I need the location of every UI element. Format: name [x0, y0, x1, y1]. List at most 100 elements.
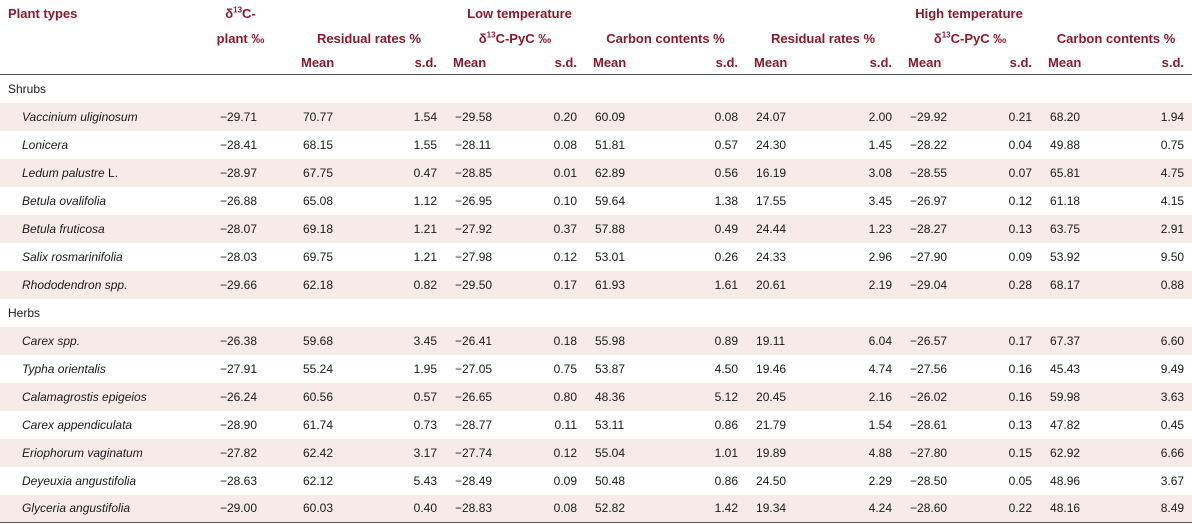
sd-value: 0.89: [670, 326, 747, 355]
table-row: Lonicera −28.41 68.15 1.55 −28.11 0.08 51.81 0.…: [0, 131, 1192, 159]
sd-value: 0.88: [1125, 270, 1192, 299]
sd-value: 0.21: [972, 102, 1041, 131]
mean-value: 69.18: [293, 214, 368, 243]
sd-value: 6.66: [1125, 438, 1192, 467]
delta-plant-value: −26.24: [188, 382, 293, 411]
species-name: Deyeuxia angustifolia: [22, 473, 137, 488]
species-name: Glyceria angustifolia: [0, 494, 188, 523]
mean-value: 70.77: [293, 102, 368, 131]
group-label: Shrubs: [8, 81, 47, 96]
sd-value: 0.09: [553, 473, 577, 488]
header-high-carbon-contents: Carbon contents %: [1056, 30, 1176, 46]
sd-value: 3.45: [868, 193, 893, 208]
sd-value: 3.45: [368, 326, 445, 355]
sd-value: 0.09: [1008, 249, 1033, 264]
sd-value: 0.75: [1160, 137, 1185, 152]
mean-value: −28.85: [445, 158, 517, 187]
table-row: Eriophorum vaginatum −27.82 62.42 3.17 −27.7…: [0, 438, 1192, 467]
species-name: Ledum palustre L.: [0, 158, 188, 187]
species-name: Carex appendiculata: [22, 417, 133, 432]
table-row: Betula fruticosa −28.07 69.18 1.21 −27.92 0.3…: [0, 214, 1192, 243]
species-name: Eriophorum vaginatum: [0, 438, 188, 467]
header-mean: Mean: [293, 50, 368, 75]
sd-value: 0.86: [714, 417, 739, 432]
mean-value: −28.50: [910, 473, 948, 488]
mean-value: 49.88: [1050, 137, 1081, 152]
mean-value: 61.93: [585, 270, 670, 299]
mean-value: −28.55: [900, 158, 973, 187]
header-low-carbon-contents: Carbon contents %: [606, 30, 725, 46]
sd-value: 8.49: [1125, 494, 1192, 523]
header-high-residual-rates: Residual rates %: [771, 30, 876, 46]
species-name: Salix rosmarinifolia: [22, 249, 123, 264]
sd-value: 0.08: [670, 102, 747, 131]
sd-value: 1.01: [670, 438, 747, 467]
mean-value: 67.37: [1040, 326, 1126, 355]
header-mean: Mean: [585, 50, 670, 75]
mean-value: −27.98: [455, 249, 493, 264]
sd-value: 0.45: [1160, 417, 1185, 432]
mean-value: 19.34: [746, 494, 819, 523]
mean-value: 45.43: [1050, 361, 1081, 376]
sd-value: 0.86: [714, 473, 739, 488]
mean-value: 60.03: [293, 494, 368, 523]
table-row: Vaccinium uliginosum −29.71 70.77 1.54 −29.5…: [0, 102, 1192, 131]
sd-value: 2.00: [818, 102, 901, 131]
sd-value: 0.73: [413, 417, 437, 432]
sd-value: 0.16: [972, 382, 1041, 411]
delta-plant-value: −29.66: [188, 270, 293, 299]
mean-value: −27.05: [455, 361, 493, 376]
delta-plant-value: −28.63: [219, 473, 257, 488]
header-plant-types: Plant types: [8, 5, 78, 21]
table-row: Carex appendiculata −28.90 61.74 0.73 −28.77…: [0, 411, 1192, 439]
sd-value: 5.12: [670, 382, 747, 411]
table-row: Deyeuxia angustifolia −28.63 62.12 5.43 −28.…: [0, 467, 1192, 495]
mean-value: 60.09: [585, 102, 670, 131]
mean-value: −26.97: [910, 193, 948, 208]
mean-value: −29.04: [900, 270, 973, 299]
sd-value: 6.04: [818, 326, 901, 355]
mean-value: 57.88: [585, 214, 670, 243]
sd-value: 4.74: [868, 361, 893, 376]
mean-value: 20.45: [746, 382, 819, 411]
sd-value: 5.43: [413, 473, 437, 488]
header-low-temperature: Low temperature: [467, 5, 572, 21]
mean-value: 24.30: [756, 137, 787, 152]
table-row: Ledum palustre L. −28.97 67.75 0.47 −28.85 0.…: [0, 158, 1192, 187]
mean-value: 62.89: [585, 158, 670, 187]
mean-value: 65.81: [1040, 158, 1126, 187]
header-sd: s.d.: [368, 50, 445, 75]
mean-value: −28.27: [900, 214, 973, 243]
delta-plant-value: −26.38: [188, 326, 293, 355]
header-delta-plant: δ13C-: [225, 5, 256, 21]
sd-value: 0.05: [1008, 473, 1033, 488]
header-low-residual-rates: Residual rates %: [316, 30, 422, 46]
mean-value: 59.98: [1040, 382, 1126, 411]
sd-value: 0.17: [517, 270, 585, 299]
sd-value: 0.22: [972, 494, 1041, 523]
mean-value: 48.16: [1040, 494, 1126, 523]
species-name: Betula ovalifolia: [22, 193, 107, 208]
sd-value: 4.50: [714, 361, 739, 376]
header-sd: s.d.: [670, 50, 747, 75]
sd-value: 0.17: [972, 326, 1041, 355]
mean-value: −26.65: [445, 382, 517, 411]
mean-value: 53.01: [595, 249, 626, 264]
mean-value: −28.49: [455, 473, 493, 488]
mean-value: −27.90: [910, 249, 948, 264]
delta-plant-value: −26.88: [219, 193, 257, 208]
table-row: Rhododendron spp. −29.66 62.18 0.82 −29.50 0.…: [0, 270, 1192, 299]
sd-value: 2.16: [818, 382, 901, 411]
table-row: Betula ovalifolia −26.88 65.08 1.12 −26.95 0.…: [0, 187, 1192, 215]
mean-value: −28.61: [910, 417, 948, 432]
mean-value: 53.92: [1050, 249, 1081, 264]
group-label: Herbs: [8, 305, 41, 320]
species-name: Typha orientalis: [22, 361, 106, 376]
sd-value: 0.15: [972, 438, 1041, 467]
sd-value: 3.08: [818, 158, 901, 187]
mean-value: 24.33: [756, 249, 787, 264]
mean-value: −26.95: [455, 193, 493, 208]
sd-value: 1.95: [413, 361, 437, 376]
sd-value: 0.47: [368, 158, 445, 187]
